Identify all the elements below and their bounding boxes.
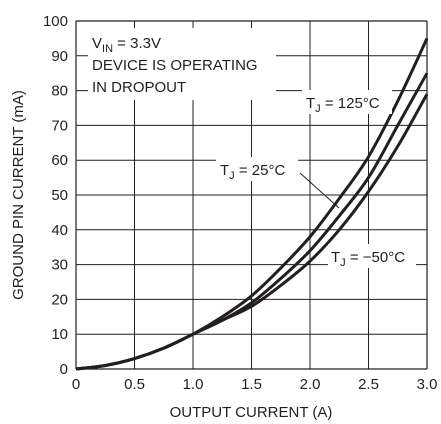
series-curves bbox=[75, 37, 429, 371]
annotation-line-3: IN DROPOUT bbox=[92, 79, 186, 96]
y-tick-label: 10 bbox=[51, 326, 68, 343]
y-tick-label: 30 bbox=[51, 257, 68, 274]
x-tick-label: 0.5 bbox=[124, 376, 145, 393]
x-tick-label: 2.0 bbox=[300, 376, 321, 393]
tick-labels: 0 0.5 1.0 1.5 2.0 2.5 3.0 0 10 20 30 40 50 60 70 80 90 10… bbox=[43, 13, 437, 393]
y-tick-label: 50 bbox=[51, 187, 68, 204]
y-tick-label: 100 bbox=[43, 13, 68, 30]
annotation-vin: VIN = 3.3V bbox=[92, 35, 161, 55]
x-tick-label: 2.5 bbox=[358, 376, 379, 393]
series-label-125c: TJ = 125°C bbox=[306, 95, 380, 115]
annotation-line-2: DEVICE IS OPERATING bbox=[92, 57, 258, 74]
x-tick-label: 1.0 bbox=[183, 376, 204, 393]
label-125-background bbox=[302, 90, 392, 114]
label-minus50-background bbox=[328, 244, 416, 268]
y-tick-label: 90 bbox=[51, 48, 68, 65]
series-label-25c: TJ = 25°C bbox=[220, 162, 285, 182]
x-tick-label: 0 bbox=[72, 376, 80, 393]
series-curve-minus50c bbox=[75, 93, 429, 371]
x-axis-title: OUTPUT CURRENT (A) bbox=[170, 404, 333, 421]
y-tick-label: 70 bbox=[51, 117, 68, 134]
annotation-background bbox=[88, 28, 276, 100]
series-label-minus50c: TJ = −50°C bbox=[331, 249, 405, 269]
y-tick-label: 20 bbox=[51, 291, 68, 308]
leader-25c bbox=[299, 172, 340, 209]
y-axis-title: GROUND PIN CURRENT (mA) bbox=[10, 90, 27, 300]
y-tick-label: 40 bbox=[51, 222, 68, 239]
y-tick-label: 80 bbox=[51, 83, 68, 100]
y-tick-label: 0 bbox=[60, 361, 68, 378]
x-tick-label: 1.5 bbox=[241, 376, 262, 393]
y-tick-label: 60 bbox=[51, 152, 68, 169]
label-25-background bbox=[216, 157, 298, 181]
x-tick-label: 3.0 bbox=[417, 376, 438, 393]
